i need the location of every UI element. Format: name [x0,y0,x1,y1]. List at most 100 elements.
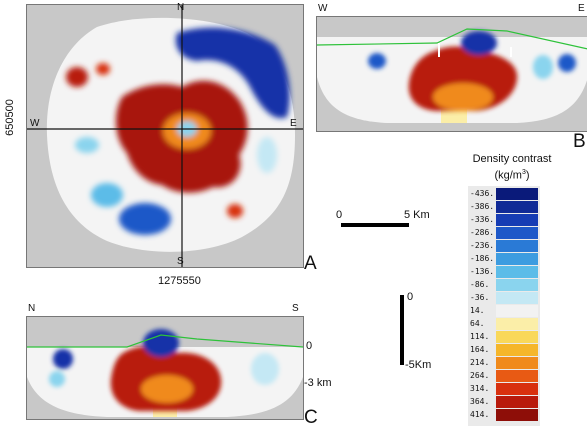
legend-entry: -336. [468,214,538,226]
legend-entry-swatch [496,318,538,330]
scale-bar [341,223,409,227]
vertical-scale-bar [400,295,404,365]
legend-entry: 164. [468,344,538,356]
legend-entry-label: -86. [470,280,490,289]
legend-entry-label: -336. [470,215,495,224]
panel-c-depth-tick-3km: -3 km [304,377,332,389]
panel-b-orange-halo [433,83,493,111]
legend-title-line1: Density contrast [472,153,552,165]
legend-entry-swatch [496,292,538,304]
legend-entry: -436. [468,188,538,200]
scale-bar-start: 0 [336,209,343,221]
legend-entry-swatch [496,370,538,382]
legend-entry-label: 164. [470,345,490,354]
panel-c-letter: C [304,407,318,428]
colorbar: -436. -386. -336. -286. -236. -186. -136. -86. -… [468,186,540,426]
legend-entry-label: -386. [470,202,495,211]
panel-b-surface-line [317,28,587,50]
legend-entry: -136. [468,266,538,278]
legend-entry: -386. [468,201,538,213]
legend-entry-label: 314. [470,384,490,393]
panel-c-south-label: S [292,303,299,314]
legend-entry-label: -136. [470,267,495,276]
legend-entry-swatch [496,357,538,369]
legend-entry: -86. [468,279,538,291]
legend-entry-label: 264. [470,371,490,380]
legend-entry-swatch [496,266,538,278]
panel-a-red-west [66,67,88,87]
legend-entry: -286. [468,227,538,239]
panel-c-orange-halo [141,375,193,403]
panel-b-west-label: W [318,3,328,14]
scale-bar-end: 5 Km [404,209,430,221]
panel-b-blue-east [558,54,576,72]
panel-b-cyan-east [533,55,553,79]
panel-a-blue-west [75,137,99,153]
panel-c-north-label: N [28,303,36,314]
legend-entry-swatch [496,240,538,252]
panel-a-svg [27,5,303,267]
panel-a-x-coordinate: 1275550 [158,275,201,287]
panel-a-blue-southwest [119,203,171,235]
panel-b-east-label: E [578,3,585,14]
legend-entry-swatch [496,344,538,356]
vertical-scale-bottom: -5Km [405,359,432,371]
legend-entry-swatch [496,279,538,291]
legend-entry: 114. [468,331,538,343]
legend-entry-swatch [496,253,538,265]
legend-entry: -236. [468,240,538,252]
legend-entry: -186. [468,253,538,265]
panel-b-base-block [441,109,467,123]
panel-a-east-label: E [290,118,297,129]
panel-c-depth-tick-0: 0 [306,340,313,352]
panel-c-svg [27,317,303,419]
panel-c-surface-line [27,334,303,348]
legend-entry: 264. [468,370,538,382]
legend-entry: 314. [468,383,538,395]
legend-entry-label: -286. [470,228,495,237]
legend-entry-swatch [496,383,538,395]
panel-a-south-label: S [177,256,184,267]
panel-b-blue-west [368,53,386,69]
panel-a-blue-northeast [175,27,290,119]
panel-c-cyan-south [251,353,279,385]
legend-entry-label: -436. [470,189,495,198]
panel-a-north-label: N [177,2,185,13]
legend-entry: 364. [468,396,538,408]
panel-c-blue-north [53,349,73,369]
legend-entry-swatch [496,188,538,200]
vertical-scale-top: 0 [407,291,414,303]
legend-entry: -36. [468,292,538,304]
panel-a-letter: A [304,253,317,274]
legend-entry-label: 114. [470,332,490,341]
panel-b-section [316,16,587,132]
legend-entry-label: 214. [470,358,490,367]
legend-entry-swatch [496,331,538,343]
panel-c-cyan-north [49,371,65,387]
panel-c-blue-top [143,329,179,357]
legend-entry-label: -36. [470,293,490,302]
legend-entry-label: 64. [470,319,485,328]
panel-a-cyan-east [257,137,277,173]
legend-entry-swatch [496,305,538,317]
legend-entry: 64. [468,318,538,330]
panel-a-map [26,4,304,268]
legend-entry-swatch [496,214,538,226]
legend-entry: 14. [468,305,538,317]
legend-entry-label: 14. [470,306,485,315]
legend-entry-swatch [496,201,538,213]
legend-entry: 414. [468,409,538,421]
legend-entry-label: 364. [470,397,490,406]
panel-b-blue-top [461,31,497,55]
panel-a-y-coordinate: 650500 [3,99,16,136]
legend-entry-swatch [496,409,538,421]
legend-entry-swatch [496,396,538,408]
legend-title: Density contrast (kg/m3) [452,152,572,183]
panel-c-section [26,316,304,420]
legend-entry: 214. [468,357,538,369]
panel-a-blue-south [91,183,123,207]
legend-entry-label: -186. [470,254,495,263]
panel-a-red-southeast [227,204,243,218]
legend-entry-swatch [496,227,538,239]
legend-entry-label: 414. [470,410,490,419]
